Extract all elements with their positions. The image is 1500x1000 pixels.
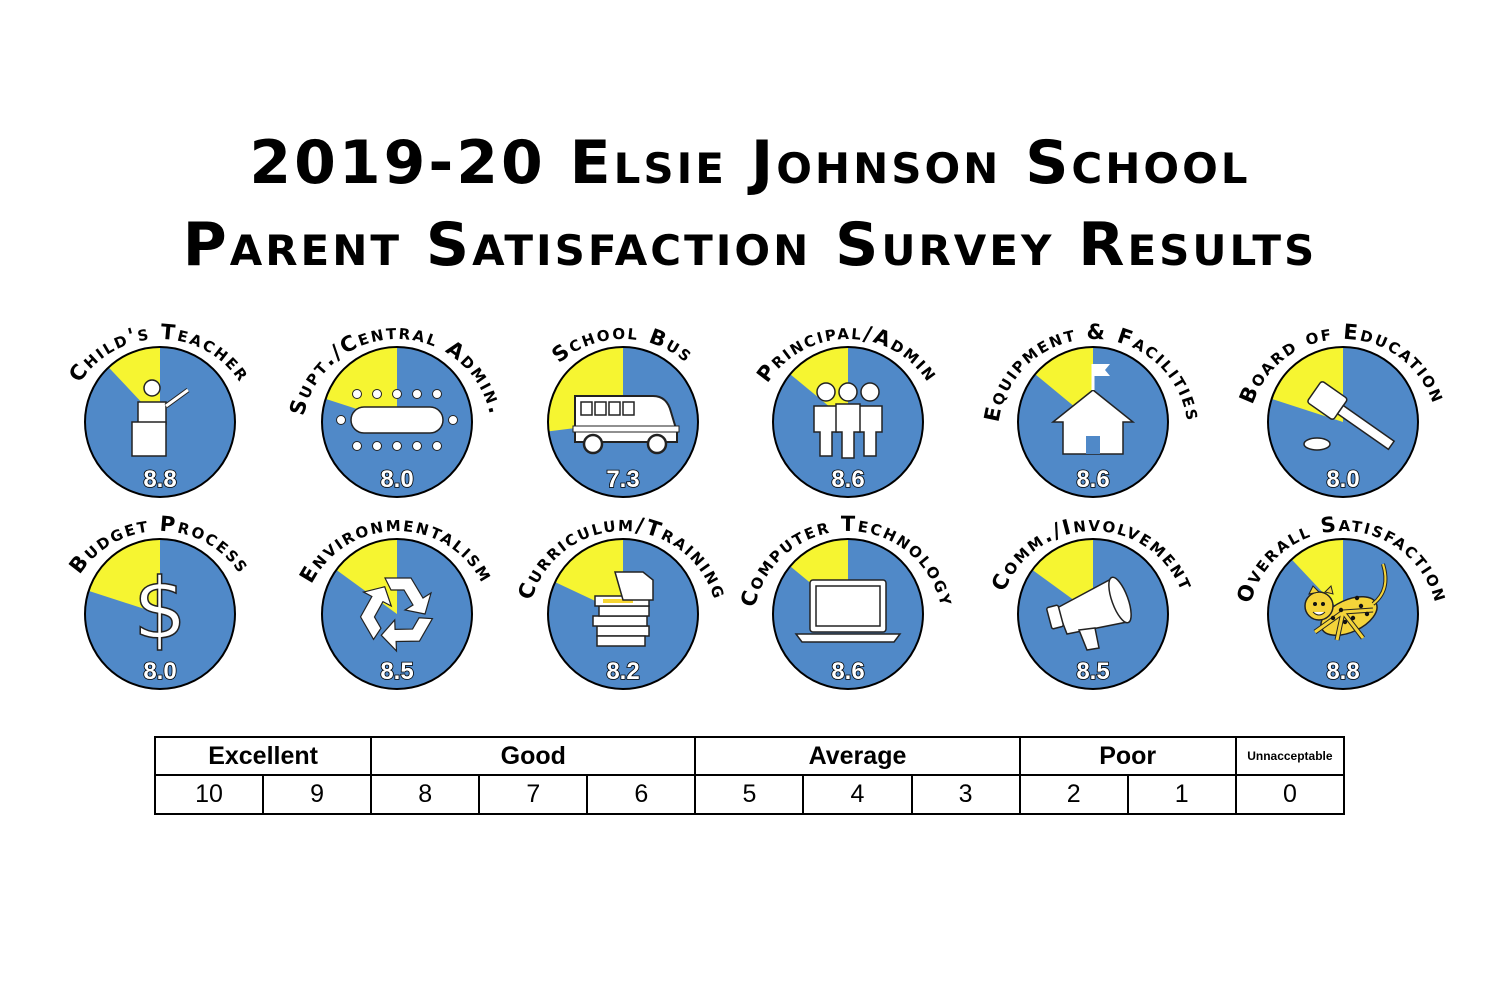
pie-slice-remainder-supt-central-admin [325,347,397,422]
pie-outline-equipment-facilities [1017,346,1169,498]
scale-group-poor: Poor [1018,736,1237,776]
scale-value-3: 3 [910,774,1021,815]
pie-outline-comm-involvement [1017,538,1169,690]
page-title-line-2: Parent Satisfaction Survey Results [182,210,1318,280]
score-label-equipment-facilities: 8.6 [1076,466,1109,493]
scale-value-10: 10 [153,774,265,815]
rating-scale-groups: Excellent Good Average Poor Unnacceptable [153,736,1346,776]
score-label-budget-process: 8.0 [143,658,176,685]
gavel-icon [1303,381,1396,451]
svg-text:$: $ [133,560,186,658]
page-title-line-1: 2019-20 Elsie Johnson School [249,128,1251,198]
dollar-sign-icon: $ [133,559,188,659]
scale-group-average: Average [694,736,1021,776]
score-label-principal-admin: 8.6 [831,466,864,493]
pie-outline-school-bus [547,346,699,498]
scale-value-0: 0 [1234,774,1346,815]
scale-group-excellent: Excellent [153,736,373,776]
scale-value-9: 9 [262,774,373,815]
meeting-table-icon [336,389,458,451]
scale-value-6: 6 [586,774,697,815]
score-label-comm-involvement: 8.5 [1076,658,1109,685]
pie-outline-child-s-teacher [84,346,236,498]
pie-outline-overall-satisfaction [1267,538,1419,690]
people-group-icon [813,382,883,459]
book-stack-icon [592,571,654,647]
pie-outline-budget-process [84,538,236,690]
pie-outline-environmentalism [321,538,473,690]
rating-scale-values: 10 9 8 7 6 5 4 3 2 1 0 [153,774,1346,815]
pie-outline-curriculum-training [547,538,699,690]
pie-slice-remainder-overall-satisfaction [1291,539,1343,614]
megaphone-icon [1046,576,1132,651]
score-label-child-s-teacher: 8.8 [143,466,176,493]
scale-value-5: 5 [694,774,805,815]
school-house-icon [1050,364,1136,455]
jaguar-mascot-icon [1304,563,1388,641]
pie-outline-board-of-education [1267,346,1419,498]
score-label-environmentalism: 8.5 [380,658,413,685]
pie-slice-remainder-principal-admin [790,347,848,422]
recycle-icon [359,577,434,653]
score-label-overall-satisfaction: 8.8 [1326,658,1359,685]
pie-outline-supt-central-admin [321,346,473,498]
laptop-icon [794,579,902,643]
pie-slice-remainder-comm-involvement [1032,539,1093,614]
pie-slice-remainder-budget-process [88,539,160,614]
score-label-school-bus: 7.3 [606,466,639,493]
score-label-supt-central-admin: 8.0 [380,466,413,493]
score-label-board-of-education: 8.0 [1326,466,1359,493]
scale-value-7: 7 [478,774,589,815]
pie-outline-principal-admin [772,346,924,498]
pie-outline-computer-technology [772,538,924,690]
score-label-computer-technology: 8.6 [831,658,864,685]
score-label-curriculum-training: 8.2 [606,658,639,685]
school-bus-icon [572,395,680,455]
scale-value-1: 1 [1126,774,1237,815]
scale-value-2: 2 [1018,774,1129,815]
scale-value-8: 8 [370,774,481,815]
scale-group-unnacceptable: Unnacceptable [1234,736,1346,776]
scale-value-4: 4 [802,774,913,815]
teacher-at-podium-icon [131,379,190,457]
rating-scale-table: Excellent Good Average Poor Unnacceptable 10… [153,736,1346,815]
scale-group-good: Good [370,736,697,776]
